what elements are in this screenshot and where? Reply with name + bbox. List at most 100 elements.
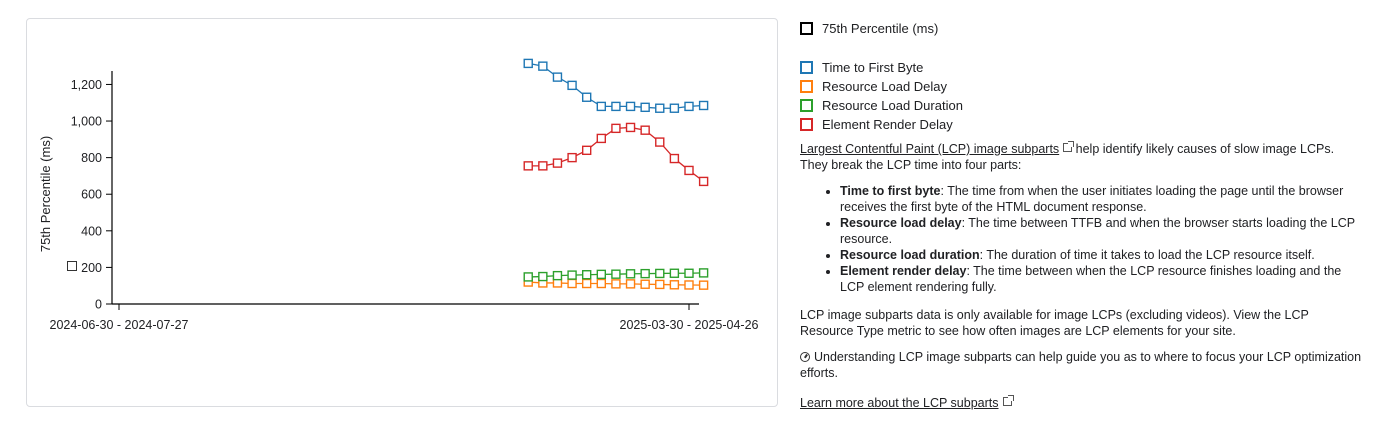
intro-text: help identify likely causes of slow imag… [800,142,1335,172]
data-point [552,72,563,82]
data-point [698,176,709,187]
data-point [684,268,694,278]
data-point [567,278,577,289]
data-point [640,125,650,135]
external-link-icon [1063,141,1075,152]
data-point [625,122,636,133]
y-axis-label: 75th Percentile (ms) [38,136,53,252]
list-item: Resource load delay: The time between TT… [840,215,1365,247]
data-point [684,101,694,112]
data-point [655,279,665,290]
data-point [669,280,680,290]
data-point [611,123,621,134]
tip-text: Understanding LCP image subparts can hel… [800,350,1362,380]
data-point [625,269,636,279]
legend-swatch-icon [800,61,813,74]
legend-swatch-icon [800,99,813,112]
legend-item-resource-load-duration[interactable]: Resource Load Duration [800,96,963,115]
data-point [698,280,709,290]
data-point [538,271,548,282]
data-point [538,161,548,171]
y-tick-label: 1,200 [71,78,102,92]
data-point [625,101,636,112]
list-item: Element render delay: The time between w… [840,263,1365,295]
data-point [698,268,709,278]
data-point [640,102,650,113]
legend-title: 75th Percentile (ms) [800,21,938,36]
y-tick-label: 1,000 [71,115,102,129]
y-tick-label: 0 [95,298,102,312]
external-link-icon [1002,395,1014,406]
data-point [596,101,607,112]
bullet-term: Resource load duration [840,248,980,262]
legend-item-ttfb[interactable]: Time to First Byte [800,58,963,77]
learn-more-paragraph: Learn more about the LCP subparts [800,395,1365,411]
legend-item-label: Element Render Delay [822,117,953,132]
data-point [596,133,607,144]
y-tick-label: 200 [81,261,102,275]
data-point [669,103,680,113]
chart-card: 0 200 400 600 800 1,000 1,200 75th Percentile (… [26,18,778,407]
data-point [669,268,680,278]
y-tick-label: 600 [81,188,102,202]
legend: Time to First Byte Resource Load Delay R… [800,58,963,134]
bullet-text: : The time between when the LCP resource… [840,264,1342,294]
gauge-icon [800,352,810,362]
legend-item-resource-load-delay[interactable]: Resource Load Delay [800,77,963,96]
data-point [611,269,621,279]
lcp-description: Largest Contentful Paint (LCP) image sub… [800,141,1365,421]
data-point [684,280,694,290]
y-tick-label: 800 [81,151,102,165]
series-line-0 [528,62,704,109]
x-tick-label: 2024-06-30 - 2024-07-27 [50,318,189,332]
legend-item-label: Time to First Byte [822,60,924,75]
data-point [611,101,621,112]
data-point [611,279,621,289]
availability-paragraph: LCP image subparts data is only availabl… [800,308,1309,338]
data-point [640,268,650,279]
data-point [581,92,592,102]
data-point [596,278,607,289]
legend-swatch-icon [800,80,813,93]
legend-item-label: Resource Load Duration [822,98,963,113]
data-point [523,272,533,282]
legend-item-label: Resource Load Delay [822,79,948,94]
bullet-text: : The time between TTFB and when the bro… [840,216,1355,246]
lcp-subparts-link[interactable]: Largest Contentful Paint (LCP) image sub… [800,142,1060,156]
bullet-term: Resource load delay [840,216,962,230]
legend-item-element-render-delay[interactable]: Element Render Delay [800,115,963,134]
bullet-term: Time to first byte [840,184,941,198]
data-point [625,279,636,289]
lcp-subparts-chart: 0 200 400 600 800 1,000 1,200 75th Percentile (… [38,58,759,332]
tip-paragraph: Understanding LCP image subparts can hel… [800,349,1365,381]
data-point [581,278,592,289]
data-point [552,270,563,281]
subparts-list: Time to first byte: The time from when t… [800,183,1365,295]
data-point [567,152,577,163]
bullet-text: : The time from when the user initiates … [840,184,1344,214]
data-point [581,145,592,156]
data-point [581,270,592,280]
bullet-term: Element render delay [840,264,967,278]
data-point [567,80,577,91]
intro-paragraph: Largest Contentful Paint (LCP) image sub… [800,141,1365,173]
data-point [655,103,665,113]
list-item: Time to first byte: The time from when t… [840,183,1365,215]
bullet-text: : The duration of time it takes to load … [979,248,1315,262]
data-point [655,137,665,147]
data-point [567,270,577,280]
list-item: Resource load duration: The duration of … [840,247,1365,263]
legend-title-swatch-icon [800,22,813,35]
data-point [684,165,694,176]
data-point [655,268,665,279]
data-point [640,279,650,289]
x-tick-label: 2025-03-30 - 2025-04-26 [620,318,759,332]
data-point [538,61,548,71]
data-point [698,100,709,111]
y-tick-label: 400 [81,224,102,238]
learn-more-link[interactable]: Learn more about the LCP subparts [800,396,999,410]
data-point [669,153,680,164]
data-point [523,58,533,69]
data-point [596,269,607,280]
legend-title-label: 75th Percentile (ms) [822,21,939,36]
